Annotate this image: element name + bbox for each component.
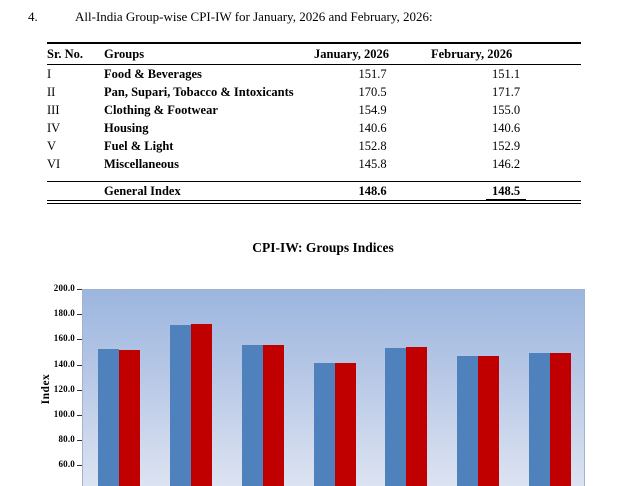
y-tick-label: 180.0 xyxy=(53,308,75,319)
y-tick-label: 140.0 xyxy=(53,358,75,369)
bar-january-2026-miscellaneous xyxy=(457,356,479,486)
cell-group: Pan, Supari, Tobacco & Intoxicants xyxy=(104,84,294,99)
bar-february-2026-fuel-light xyxy=(406,347,428,486)
section-number: 4. xyxy=(28,9,38,24)
table-row: V Fuel & Light 152.8 152.9 xyxy=(47,137,581,155)
cell-january-value: 170.5 xyxy=(358,84,387,99)
table-row-general-index: General Index 148.6 148.5 xyxy=(47,181,581,204)
cell-sr-no-empty xyxy=(47,181,104,204)
cell-sr-no: I xyxy=(47,66,52,81)
cell-january-value: 152.8 xyxy=(358,138,387,153)
y-tick-label: 120.0 xyxy=(53,383,75,394)
chart-plot-area xyxy=(82,289,585,486)
general-index-february-value: 148.5 xyxy=(485,183,527,199)
cell-february-value: 155.0 xyxy=(491,102,521,117)
bar-february-2026-miscellaneous xyxy=(478,355,500,486)
bar-january-2026-general-index xyxy=(529,352,551,486)
cell-february-value: 171.7 xyxy=(491,84,521,99)
cell-january-value: 140.6 xyxy=(358,120,387,135)
cell-general-index-january: 148.6 xyxy=(314,181,431,204)
chart-title: CPI-IW: Groups Indices xyxy=(252,240,394,255)
cpi-group-table: Sr. No. Groups January, 2026 February, 2… xyxy=(47,42,581,204)
y-tick-mark xyxy=(77,389,82,391)
cell-february-value: 151.1 xyxy=(491,66,521,81)
cell-sr-no: II xyxy=(47,84,56,99)
cell-sr-no: III xyxy=(47,102,60,117)
cell-group: Miscellaneous xyxy=(104,156,179,171)
y-tick-mark xyxy=(77,364,82,366)
y-tick-label: 200.0 xyxy=(53,283,75,293)
cell-sr-no: V xyxy=(47,138,57,153)
bar-february-2026-clothing-footwear xyxy=(262,344,284,486)
col-header-sr-no: Sr. No. xyxy=(47,43,104,65)
col-header-groups: Groups xyxy=(104,43,314,65)
bar-february-2026-general-index xyxy=(550,352,572,486)
y-tick-label: 80.0 xyxy=(58,434,75,445)
table-row: VI Miscellaneous 145.8 146.2 xyxy=(47,155,581,182)
bar-january-2026-fuel-light xyxy=(385,347,407,486)
table-row: II Pan, Supari, Tobacco & Intoxicants 17… xyxy=(47,83,581,101)
y-tick-mark xyxy=(77,465,82,467)
y-tick-label: 100.0 xyxy=(53,409,75,419)
bar-january-2026-housing xyxy=(313,362,335,486)
table-row: I Food & Beverages 151.7 151.1 xyxy=(47,65,581,84)
y-tick-label: 60.0 xyxy=(58,459,75,470)
cell-group: Clothing & Footwear xyxy=(104,102,218,117)
bar-january-2026-food-beverages xyxy=(98,348,119,486)
bar-february-2026-housing xyxy=(334,362,356,486)
cell-sr-no: IV xyxy=(47,120,61,135)
cell-general-index-february: 148.5 xyxy=(431,181,581,204)
cell-sr-no: VI xyxy=(47,156,61,171)
cell-february-value: 140.6 xyxy=(491,120,521,135)
bar-january-2026-pan-supari-tobacco-intoxicants xyxy=(169,325,191,486)
col-header-february: February, 2026 xyxy=(431,43,581,65)
y-tick-mark xyxy=(77,415,82,416)
y-tick-mark xyxy=(77,314,82,316)
y-axis-ticks: 200.0 180.0 160.0 140.0 120.0 100.0 80.0 60.0 xyxy=(0,283,82,486)
col-header-january: January, 2026 xyxy=(314,43,431,65)
cell-group: Fuel & Light xyxy=(104,138,174,153)
cell-group: Food & Beverages xyxy=(104,66,202,81)
cell-february-value: 152.9 xyxy=(491,138,521,153)
y-tick-mark xyxy=(77,339,82,341)
cell-january-value: 154.9 xyxy=(358,102,387,117)
cell-january-value: 151.7 xyxy=(358,66,387,81)
bar-february-2026-food-beverages xyxy=(119,349,140,486)
y-tick-label: 160.0 xyxy=(53,333,75,344)
cell-group: Housing xyxy=(104,120,149,135)
table-header-row: Sr. No. Groups January, 2026 February, 2… xyxy=(47,43,581,65)
cell-february-value: 146.2 xyxy=(491,156,521,171)
cell-january-value: 145.8 xyxy=(358,156,387,171)
cell-general-index-label: General Index xyxy=(104,181,314,204)
bar-february-2026-pan-supari-tobacco-intoxicants xyxy=(190,323,212,486)
y-tick-mark xyxy=(77,289,82,290)
y-tick-mark xyxy=(77,440,82,442)
table-row: III Clothing & Footwear 154.9 155.0 xyxy=(47,101,581,119)
bar-january-2026-clothing-footwear xyxy=(241,344,263,486)
table-row: IV Housing 140.6 140.6 xyxy=(47,119,581,137)
page-heading: All-India Group-wise CPI-IW for January,… xyxy=(75,9,433,24)
